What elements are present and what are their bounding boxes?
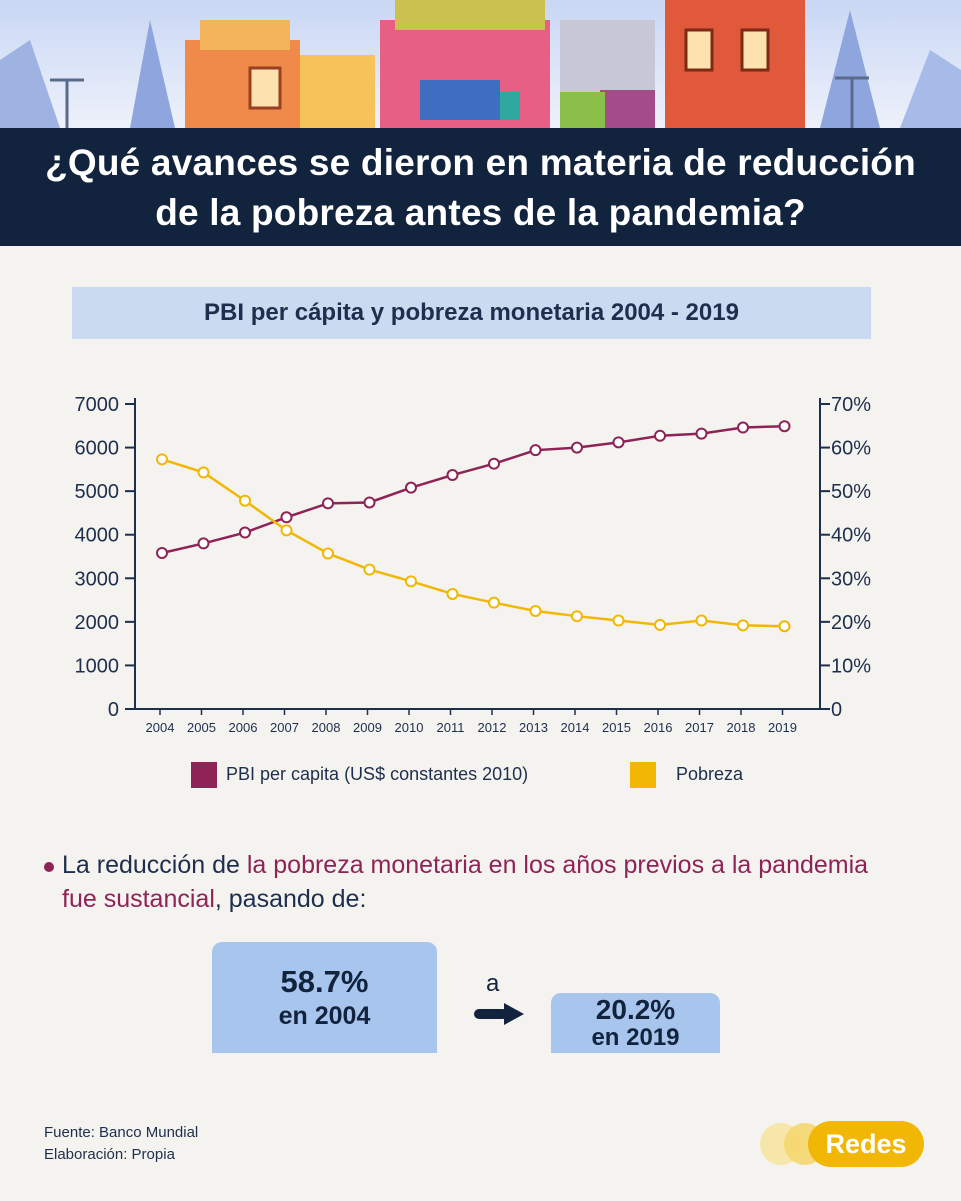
series-point-1 bbox=[778, 620, 791, 633]
series-point-0 bbox=[363, 496, 376, 509]
series-point-0 bbox=[778, 420, 791, 433]
arrow-right-icon bbox=[474, 1003, 524, 1025]
x-tick-label: 2017 bbox=[685, 720, 714, 735]
page-title-line-2: de la pobreza antes de la pandemia? bbox=[155, 192, 806, 233]
series-point-1 bbox=[239, 494, 251, 507]
bullet-dot bbox=[44, 862, 54, 872]
series-point-0 bbox=[156, 547, 168, 560]
hero-illustration bbox=[0, 0, 961, 128]
series-point-1 bbox=[446, 587, 459, 600]
left-tick-label: 2000 bbox=[75, 612, 120, 634]
footer: Fuente: Banco Mundial Elaboración: Propi… bbox=[44, 1122, 198, 1166]
left-tick-label: 0 bbox=[108, 699, 119, 721]
series-point-1 bbox=[612, 614, 625, 627]
to-value-card: 20.2% en 2019 bbox=[551, 993, 720, 1053]
series-point-0 bbox=[529, 444, 542, 457]
x-tick-label: 2013 bbox=[519, 720, 548, 735]
bullet-highlight: la pobreza monetaria en los años previos… bbox=[62, 851, 869, 913]
series-point-0 bbox=[571, 441, 583, 454]
x-tick-label: 2004 bbox=[146, 720, 175, 735]
right-tick-label: 50% bbox=[831, 481, 871, 503]
series-point-1 bbox=[280, 524, 293, 537]
x-tick-label: 2008 bbox=[312, 720, 341, 735]
x-tick-label: 2016 bbox=[644, 720, 673, 735]
header-band: ¿Qué avances se dieron en materia de red… bbox=[0, 128, 961, 246]
right-tick-label: 40% bbox=[831, 525, 871, 547]
x-tick-label: 2019 bbox=[768, 720, 797, 735]
x-tick-label: 2010 bbox=[395, 720, 424, 735]
bullet-prefix: La reducción de bbox=[62, 851, 247, 879]
series-line-1 bbox=[161, 458, 785, 628]
series-point-1 bbox=[571, 610, 583, 623]
series-point-1 bbox=[363, 563, 376, 576]
from-value: 58.7% bbox=[280, 964, 369, 999]
series-point-1 bbox=[322, 547, 334, 560]
right-tick-label: 70% bbox=[831, 394, 871, 416]
left-tick-label: 6000 bbox=[75, 438, 120, 460]
chart-title: PBI per cápita y pobreza monetaria 2004 … bbox=[72, 287, 871, 339]
series-point-0 bbox=[737, 421, 749, 434]
from-value-card: 58.7% en 2004 bbox=[212, 942, 437, 1053]
credit-note: Elaboración: Propia bbox=[44, 1146, 175, 1163]
left-tick-label: 4000 bbox=[75, 525, 120, 547]
series-point-0 bbox=[488, 457, 500, 470]
series-point-0 bbox=[197, 537, 210, 550]
series-point-0 bbox=[280, 511, 293, 524]
bullet-text: La reducción de la pobreza monetaria en … bbox=[62, 848, 904, 916]
x-tick-label: 2007 bbox=[270, 720, 299, 735]
brand-name: Redes bbox=[808, 1121, 924, 1167]
x-tick-label: 2011 bbox=[437, 720, 465, 735]
left-tick-label: 1000 bbox=[75, 655, 120, 677]
legend-label-pbi: PBI per capita (US$ constantes 2010) bbox=[226, 764, 529, 784]
series-point-1 bbox=[156, 453, 168, 466]
x-tick-label: 2014 bbox=[561, 720, 590, 735]
page-title-line-1: ¿Qué avances se dieron en materia de red… bbox=[45, 142, 916, 183]
line-chart: 0 1000 2000 3000 4000 5000 6000 7000 0 10% 20% 30% 4… bbox=[75, 394, 872, 735]
series-point-0 bbox=[239, 526, 251, 539]
legend-label-pobreza: Pobreza bbox=[676, 764, 744, 784]
x-tick-label: 2005 bbox=[187, 720, 216, 735]
series-point-0 bbox=[405, 481, 417, 494]
series-point-1 bbox=[737, 619, 749, 632]
series-point-0 bbox=[322, 497, 334, 510]
series-point-0 bbox=[695, 427, 708, 440]
right-tick-label: 0 bbox=[831, 699, 842, 721]
x-tick-label: 2009 bbox=[353, 720, 382, 735]
chart-legend: PBI per capita (US$ constantes 2010) Pob… bbox=[0, 760, 961, 790]
series-point-1 bbox=[197, 466, 210, 479]
left-tick-label: 7000 bbox=[75, 394, 120, 416]
x-tick-label: 2006 bbox=[229, 720, 258, 735]
bullet-suffix: , pasando de: bbox=[214, 885, 367, 913]
right-tick-label: 60% bbox=[831, 438, 871, 460]
right-tick-label: 10% bbox=[831, 655, 871, 677]
legend-swatch-pobreza bbox=[630, 762, 656, 788]
left-tick-label: 5000 bbox=[75, 481, 120, 503]
series-point-1 bbox=[695, 614, 708, 627]
connector-label: a bbox=[486, 970, 500, 997]
to-year: en 2019 bbox=[591, 1024, 680, 1051]
series-point-0 bbox=[612, 436, 625, 449]
series-point-1 bbox=[654, 618, 666, 631]
series-point-1 bbox=[405, 575, 417, 588]
series-point-0 bbox=[446, 469, 459, 482]
series-point-1 bbox=[529, 604, 542, 617]
x-tick-label: 2018 bbox=[727, 720, 756, 735]
to-value: 20.2% bbox=[595, 994, 676, 1025]
series-point-0 bbox=[654, 429, 666, 442]
legend-swatch-pbi bbox=[191, 762, 217, 788]
source-note: Fuente: Banco Mundial bbox=[44, 1124, 199, 1141]
brand-logo: Redes bbox=[760, 1121, 930, 1167]
left-tick-label: 3000 bbox=[75, 568, 120, 590]
series-point-1 bbox=[488, 596, 500, 609]
series-line-0 bbox=[161, 424, 785, 555]
summary-bullet: La reducción de la pobreza monetaria en … bbox=[44, 848, 904, 916]
from-year: en 2004 bbox=[278, 1002, 371, 1030]
x-tick-label: 2015 bbox=[602, 720, 631, 735]
right-tick-label: 20% bbox=[831, 612, 871, 634]
x-tick-label: 2012 bbox=[478, 720, 507, 735]
right-tick-label: 30% bbox=[831, 568, 871, 590]
